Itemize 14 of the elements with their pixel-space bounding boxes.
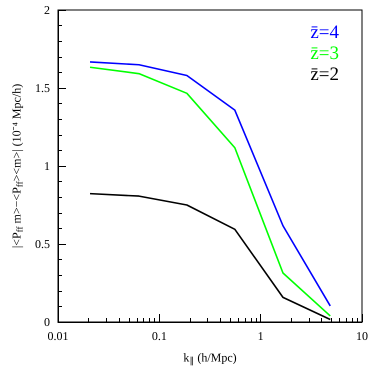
x-tick-label: 1 <box>258 329 264 343</box>
y-tick-label: 0.5 <box>35 237 50 251</box>
x-tick-label: 10 <box>356 329 368 343</box>
text: z̄=4 <box>310 22 340 43</box>
y-tick-label: 2 <box>44 3 50 17</box>
text: z̄=3 <box>310 43 340 64</box>
x-tick-label: 0.01 <box>48 329 68 343</box>
text: z̄=2 <box>310 64 340 85</box>
y-tick-label: 1.5 <box>35 81 50 95</box>
x-axis-title: k∥ (h/Mpc) <box>183 350 237 366</box>
y-axis-title: |<Pff m>−<Pff><m>| (10⁻⁴ Mpc/h) <box>10 84 25 248</box>
y-tick-label: 0 <box>44 315 50 329</box>
x-tick-label: 0.1 <box>152 329 167 343</box>
y-tick-label: 1 <box>44 159 50 173</box>
